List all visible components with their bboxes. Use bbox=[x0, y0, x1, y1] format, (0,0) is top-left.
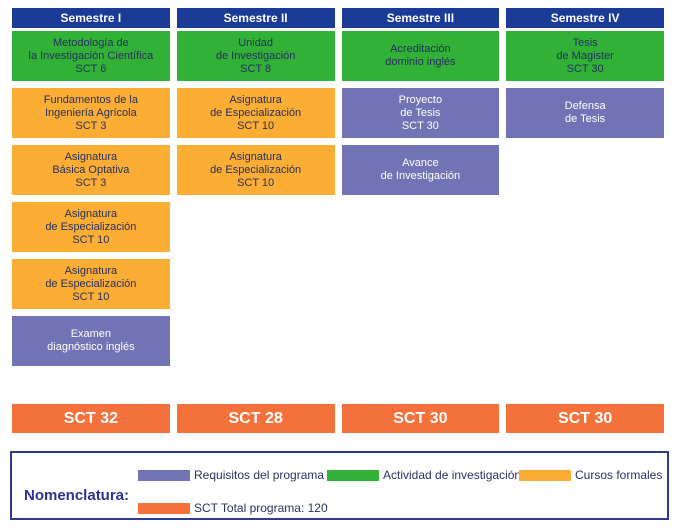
legend-label: Cursos formales bbox=[575, 468, 663, 482]
semester-header: Semestre II bbox=[176, 8, 335, 28]
semester-headers-row: Semestre I Semestre II Semestre III Semestr… bbox=[12, 8, 664, 28]
course-block: Asignatura de Especialización SCT 10 bbox=[12, 259, 170, 309]
legend-item: Cursos formales bbox=[519, 468, 662, 482]
legend-item: SCT Total programa: 120 bbox=[138, 501, 328, 515]
course-block: Metodología de la Investigación Científic… bbox=[12, 31, 170, 81]
sct-total-block: SCT 28 bbox=[176, 404, 335, 433]
semester-header: Semestre I bbox=[12, 8, 170, 28]
green-swatch bbox=[327, 469, 379, 481]
course-block: Examen diagnóstico inglés bbox=[12, 316, 170, 366]
course-block: Fundamentos de la Ingeniería Agrícola SCT … bbox=[12, 88, 170, 138]
course-block: Tesis de Magister SCT 30 bbox=[506, 31, 664, 81]
course-block: Asignatura Básica Optativa SCT 3 bbox=[12, 145, 170, 195]
legend-box: Nomenclatura: Requisitos del programa Act… bbox=[10, 451, 669, 520]
legend-label: Requisitos del programa bbox=[194, 468, 325, 482]
sct-total-block: SCT 32 bbox=[12, 404, 170, 433]
course-block: Unidad de Investigación SCT 8 bbox=[176, 31, 335, 81]
orange-swatch bbox=[519, 469, 571, 481]
legend-item: Requisitos del programa bbox=[138, 468, 324, 482]
course-block: Asignatura de Especialización SCT 10 bbox=[12, 202, 170, 252]
course-block: Defensa de Tesis bbox=[506, 88, 664, 138]
sct-total-block: SCT 30 bbox=[341, 404, 500, 433]
course-block: Asignatura de Especialización SCT 10 bbox=[176, 88, 335, 138]
legend-label: SCT Total programa: 120 bbox=[194, 501, 328, 515]
legend-item: Actividad de investigación bbox=[327, 468, 521, 482]
course-block: Asignatura de Especialización SCT 10 bbox=[176, 145, 335, 195]
course-block: Avance de Investigación bbox=[341, 145, 500, 195]
course-block: Acreditación dominio inglés bbox=[341, 31, 500, 81]
sct-total-block: SCT 30 bbox=[506, 404, 664, 433]
course-block: Proyecto de Tesis SCT 30 bbox=[341, 88, 500, 138]
legend-label: Actividad de investigación bbox=[383, 468, 522, 482]
purple-swatch bbox=[138, 469, 190, 481]
sct-totals-row: SCT 32 SCT 28 SCT 30 SCT 30 bbox=[12, 404, 664, 433]
semester-header: Semestre IV bbox=[506, 8, 664, 28]
semester-header: Semestre III bbox=[341, 8, 500, 28]
curriculum-grid: Metodología de la Investigación Científic… bbox=[12, 31, 664, 366]
sct_orange-swatch bbox=[138, 502, 190, 514]
legend-title: Nomenclatura: bbox=[24, 487, 130, 504]
